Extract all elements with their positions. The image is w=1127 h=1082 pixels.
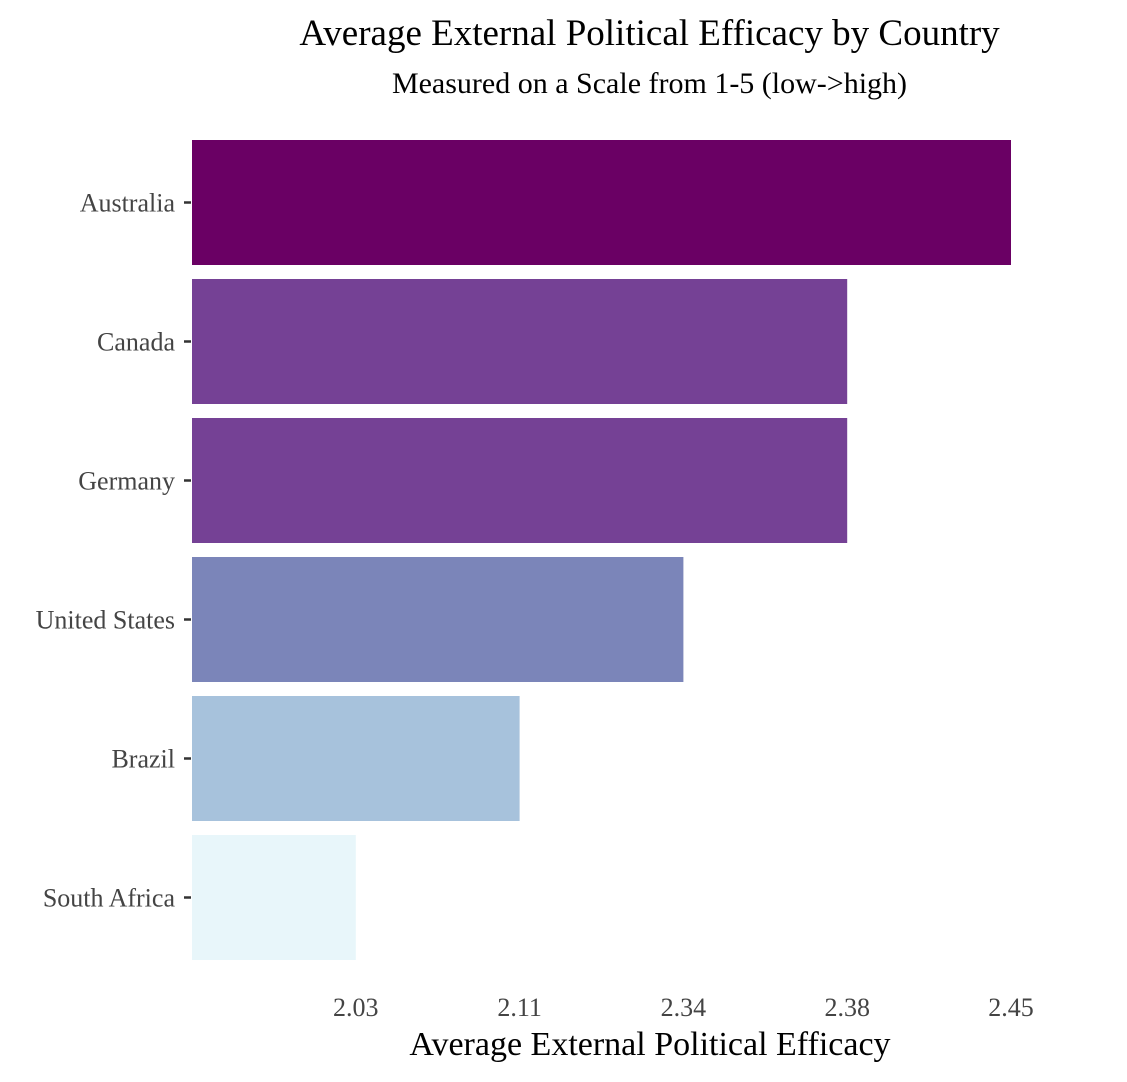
x-tick-label-2-03: 2.03 (333, 993, 379, 1022)
x-axis: 2.03 2.11 2.34 2.38 2.45 (333, 993, 1034, 1022)
bar-south-africa (192, 835, 356, 960)
y-tick-label-united-states: United States (36, 606, 175, 635)
y-tick-label-australia: Australia (80, 189, 176, 218)
chart-title: Average External Political Efficacy by C… (299, 13, 1000, 54)
chart-subtitle: Measured on a Scale from 1-5 (low->high) (391, 67, 908, 100)
x-tick-label-2-45: 2.45 (988, 993, 1034, 1022)
bars-layer (192, 140, 1011, 960)
y-tick-label-germany: Germany (78, 467, 175, 496)
x-tick-label-2-34: 2.34 (661, 993, 707, 1022)
x-axis-title: Average External Political Efficacy (409, 1026, 890, 1063)
y-tick-label-canada: Canada (97, 328, 175, 357)
bar-germany (192, 418, 848, 543)
bar-canada (192, 279, 848, 404)
x-tick-label-2-38: 2.38 (824, 993, 870, 1022)
y-axis: Australia Canada Germany United States Brazi… (36, 189, 191, 913)
bar-united-states (192, 557, 684, 682)
bar-australia (192, 140, 1011, 265)
bar-brazil (192, 696, 520, 821)
x-tick-label-2-11: 2.11 (497, 993, 542, 1022)
y-tick-label-south-africa: South Africa (43, 884, 176, 913)
y-tick-label-brazil: Brazil (111, 745, 175, 774)
